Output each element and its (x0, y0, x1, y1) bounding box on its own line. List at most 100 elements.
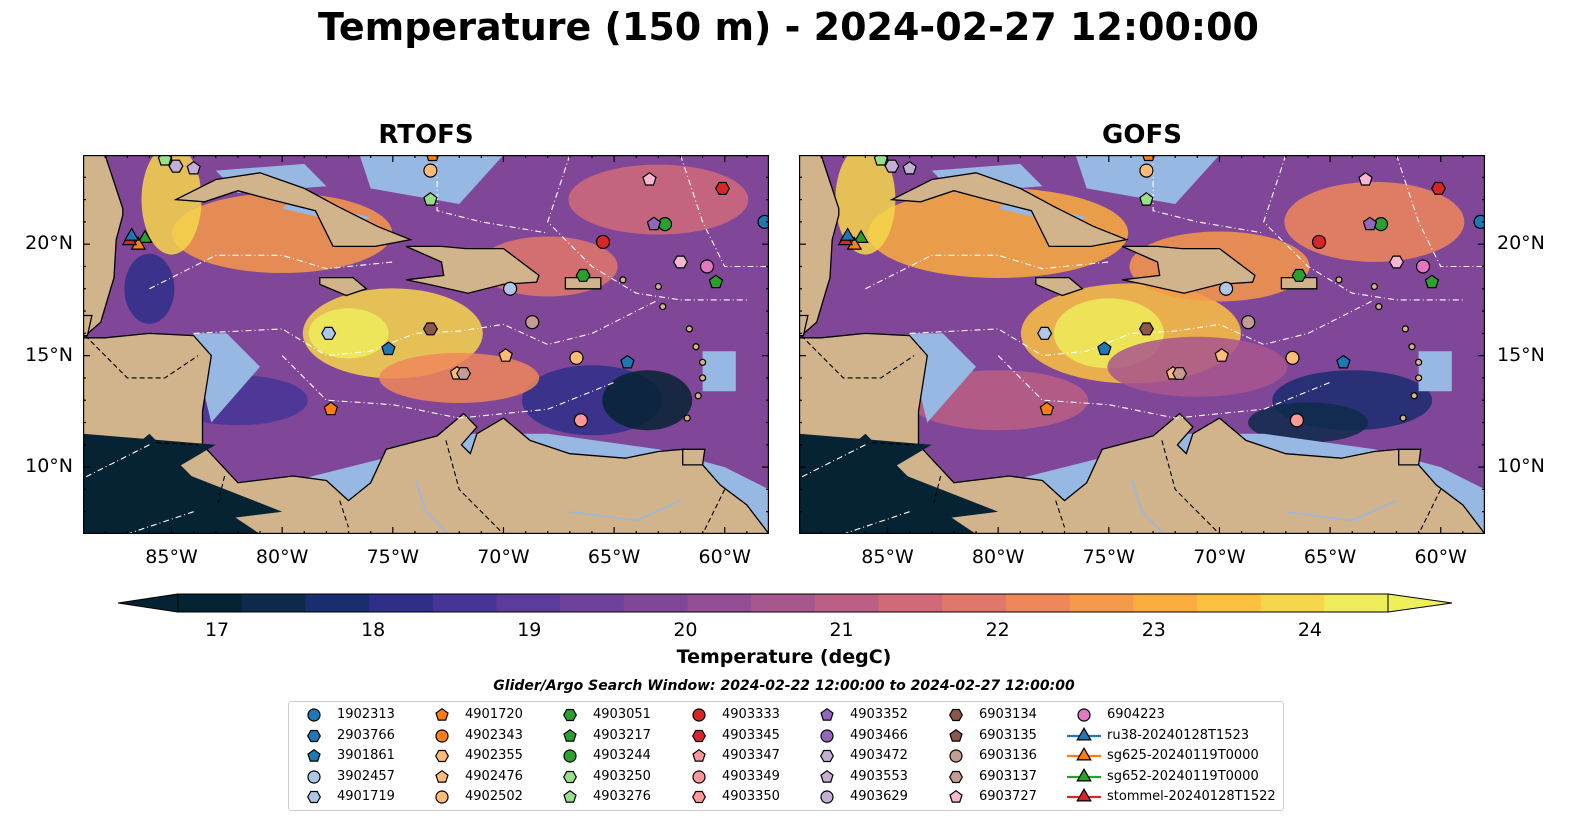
legend-entry-label: 4902355 (465, 748, 523, 763)
eez-boundary (547, 155, 747, 301)
island (1399, 414, 1407, 422)
river (414, 478, 449, 534)
observation-marker-circle (569, 350, 584, 365)
colorbar-segment (560, 594, 625, 612)
island (654, 282, 662, 291)
legend-marker-icon (307, 748, 321, 762)
legend-marker-icon (307, 769, 321, 784)
observation-marker-circle (657, 217, 673, 232)
observation-marker-circle (1218, 281, 1234, 296)
observation-marker-pentagon (708, 274, 724, 289)
lon-tick-label-left: 75°W (366, 546, 420, 568)
bahamas-bank (359, 155, 504, 204)
colorbar (117, 593, 1453, 613)
colorbar-segment (178, 594, 243, 612)
panel-title-rtofs: RTOFS (378, 120, 474, 150)
observation-marker-circle (1139, 163, 1154, 178)
legend: 1902313 2903766 3901861 3902457 4901719 49017… (288, 701, 1284, 811)
river (1130, 478, 1165, 534)
landmass (799, 314, 809, 337)
observation-marker-triangle (839, 227, 856, 241)
colorbar-tick-label: 22 (985, 619, 1010, 641)
observation-marker-hexagon (1389, 255, 1404, 269)
colorbar-tick-label: 23 (1141, 619, 1166, 641)
legend-marker-icon (563, 770, 577, 783)
observation-marker-hexagon (575, 268, 591, 282)
shallow-water (702, 351, 736, 392)
observation-marker-circle (757, 214, 769, 229)
observation-marker-pentagon (902, 160, 917, 175)
legend-entry-label: ru38-20240128T1523 (1107, 727, 1250, 743)
eez-boundary (83, 444, 150, 479)
legend-marker-icon (435, 769, 449, 783)
observation-marker-circle (1311, 234, 1327, 250)
panel-title-gofs: GOFS (1102, 120, 1182, 150)
observation-marker-pentagon (423, 192, 438, 206)
observation-marker-hexagon (1037, 326, 1053, 340)
eez-boundary (193, 299, 659, 357)
colorbar-segment (623, 594, 689, 612)
colorbar-segment (1069, 594, 1134, 612)
legend-entry-label: 1902313 (337, 707, 395, 722)
legend-marker-icon (563, 728, 577, 742)
observation-marker-triangle (137, 229, 153, 244)
colorbar-tick-label: 20 (673, 619, 698, 641)
legend-marker-icon (949, 789, 963, 803)
observation-marker-hexagon (1138, 322, 1154, 336)
observation-marker-pentagon (1142, 155, 1156, 162)
colorbar-extend-min (117, 593, 179, 613)
legend-entry-label: 2903766 (337, 727, 395, 743)
legend-marker-icon (563, 708, 577, 722)
legend-marker-icon (949, 749, 963, 763)
legend-marker-icon (307, 729, 321, 742)
observation-marker-pentagon (620, 354, 635, 369)
country-border (339, 500, 350, 528)
temperature-field-patch (1247, 402, 1368, 443)
temperature-field-patch (141, 155, 202, 255)
legend-marker-icon (1067, 747, 1101, 761)
lat-tick-label-left: 20°N (25, 232, 73, 255)
legend-entry-label: 6903136 (979, 748, 1037, 763)
legend-entry-label: 4902476 (465, 768, 523, 784)
map-panel-rtofs[interactable] (83, 155, 769, 534)
legend-marker-icon (820, 749, 834, 763)
lon-tick-label-left: 70°W (477, 546, 530, 568)
legend-entry-label: 4903350 (722, 789, 780, 804)
colorbar-segment (432, 594, 498, 612)
eez-boundary (997, 355, 1331, 419)
island (694, 392, 702, 400)
observation-marker-pentagon (323, 401, 339, 416)
landmass (319, 276, 368, 297)
island (1408, 343, 1416, 351)
eez-boundary (149, 254, 393, 290)
observation-marker-circle (1415, 259, 1431, 274)
observation-marker-hexagon (1291, 268, 1307, 282)
country-border (1418, 489, 1442, 534)
legend-entry-label: 4903244 (593, 748, 651, 763)
legend-marker-icon (692, 729, 706, 742)
observation-marker-pentagon (1097, 341, 1112, 356)
pacific-water (83, 433, 260, 534)
colorbar-segment (1324, 594, 1389, 612)
observation-marker-triangle (853, 229, 869, 244)
island (1375, 303, 1383, 311)
landmass (83, 314, 93, 337)
legend-marker-icon (692, 769, 706, 784)
observation-marker-hexagon (715, 181, 731, 196)
lon-tick-label-right: 75°W (1082, 546, 1136, 568)
lat-tick-label-right: 10°N (1497, 455, 1545, 478)
eez-boundary (799, 444, 866, 479)
lat-tick-label-left: 15°N (25, 343, 73, 366)
colorbar-segment (687, 594, 752, 612)
lon-tick-label-right: 85°W (861, 546, 914, 568)
island (1370, 282, 1378, 291)
legend-entry-label: 4903352 (850, 707, 908, 722)
legend-marker-icon (563, 749, 577, 763)
landmass (682, 448, 706, 466)
lat-tick-label-right: 15°N (1497, 343, 1545, 366)
observation-marker-pentagon (186, 160, 201, 175)
map-panel-gofs[interactable] (799, 155, 1485, 534)
eez-boundary (865, 254, 1109, 290)
colorbar-segment (1133, 594, 1198, 612)
observation-marker-hexagon (456, 367, 472, 380)
